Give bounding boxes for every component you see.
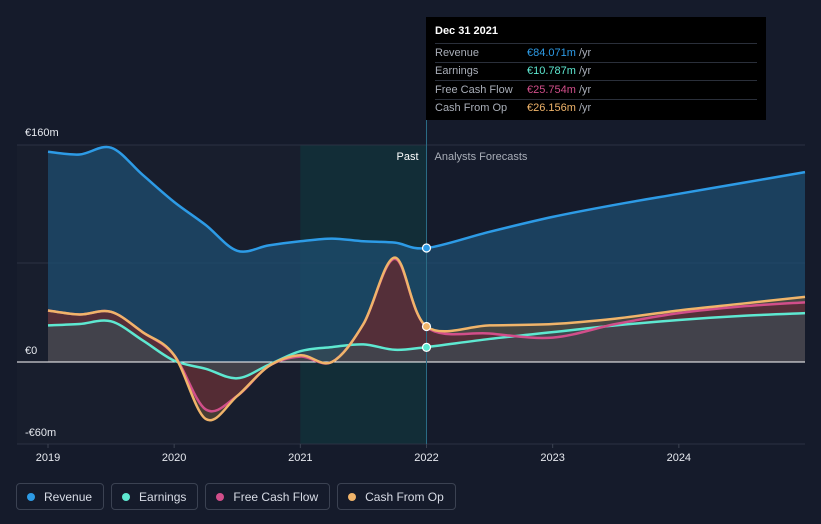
legend-label: Earnings: [139, 489, 187, 504]
legend-dot-icon: [27, 492, 35, 501]
line-cash-from-op: [47, 256, 806, 422]
y-tick-label: €160m: [25, 127, 59, 139]
y-tick-label: -€60m: [25, 427, 56, 439]
legend-dot-icon: [216, 492, 225, 501]
line-revenue: [47, 145, 806, 253]
x-tick-label: 2022: [414, 452, 438, 464]
x-tick-label: 2023: [540, 452, 564, 464]
tooltip-row: Free Cash Flow €25.754m/yr: [435, 80, 757, 99]
tooltip-row-value: €26.156m: [527, 102, 576, 115]
legend-dot-icon: [348, 492, 357, 501]
tooltip-row: Earnings €10.787m/yr: [435, 61, 757, 81]
y-tick-label: €0: [25, 345, 37, 357]
x-tick-label: 2024: [667, 452, 691, 464]
tooltip-row-unit: /yr: [578, 46, 592, 59]
tooltip-row-unit: /yr: [578, 102, 592, 115]
forecast-label: Analysts Forecasts: [435, 151, 528, 163]
tooltip-row-label: Cash From Op: [435, 102, 508, 115]
past-label: Past: [396, 151, 418, 163]
tooltip-row-value: €10.787m: [527, 65, 576, 78]
tooltip-row-value: €25.754m: [527, 83, 576, 96]
tooltip-row: Cash From Op €26.156m/yr: [435, 98, 757, 118]
tooltip-row-label: Revenue: [435, 46, 480, 59]
x-tick-label: 2020: [162, 452, 186, 464]
line-earnings: [47, 311, 806, 380]
tooltip-row-value: €84.071m: [527, 46, 576, 59]
tooltip-date: Dec 31 2021: [435, 25, 498, 37]
highlight-point-revenue: [421, 243, 432, 253]
tooltip-row-unit: /yr: [578, 65, 592, 78]
hover-tooltip: Dec 31 2021 Revenue €84.071m/yr Earnings €1…: [426, 17, 766, 120]
tooltip-row-unit: /yr: [578, 83, 592, 96]
tooltip-row-label: Free Cash Flow: [435, 83, 513, 96]
x-tick-label: 2021: [288, 452, 312, 464]
legend-item-earnings[interactable]: Earnings: [111, 483, 199, 510]
legend-item-revenue[interactable]: Revenue: [16, 483, 105, 510]
tooltip-row-label: Earnings: [435, 65, 479, 78]
highlight-point-earnings: [421, 342, 432, 352]
legend-label: Cash From Op: [365, 489, 444, 504]
highlight-point-cash-from-op: [421, 321, 432, 332]
x-tick-label: 2019: [36, 452, 60, 464]
legend-item-free-cash-flow[interactable]: Free Cash Flow: [205, 483, 331, 510]
legend-label: Free Cash Flow: [233, 489, 319, 504]
legend-item-cash-from-op[interactable]: Cash From Op: [337, 483, 456, 510]
legend-label: Revenue: [44, 489, 93, 504]
legend-dot-icon: [122, 492, 131, 501]
legend: Revenue Earnings Free Cash Flow Cash From O…: [16, 483, 456, 510]
tooltip-row: Revenue €84.071m/yr: [435, 43, 757, 62]
